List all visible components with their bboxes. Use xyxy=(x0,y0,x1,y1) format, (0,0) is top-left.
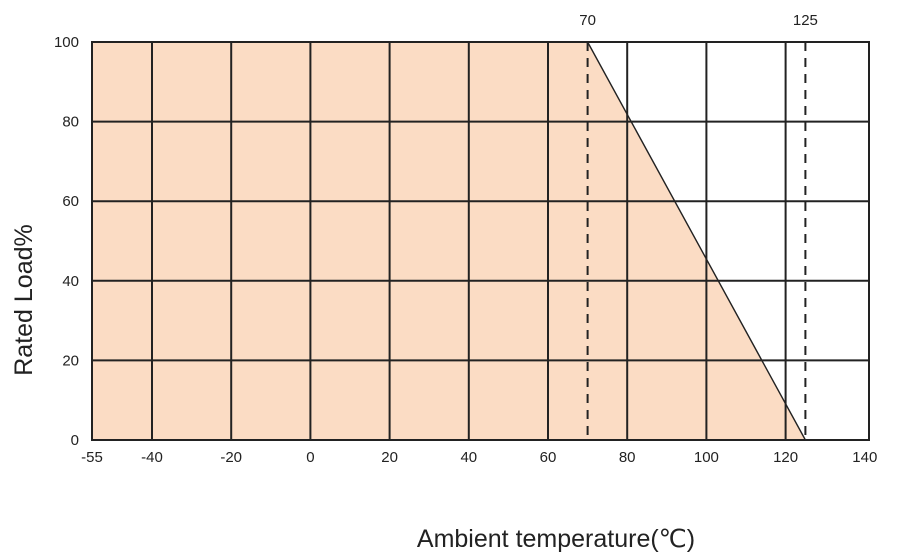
plot-frame-layer xyxy=(91,41,870,441)
x-tick-label-120: 120 xyxy=(773,449,798,466)
x-tick-label--20: -20 xyxy=(220,449,242,466)
y-tick-label-0: 0 xyxy=(71,432,79,449)
x-tick-label-0: 0 xyxy=(306,449,314,466)
x-tick-label-80: 80 xyxy=(619,449,636,466)
y-tick-label-20: 20 xyxy=(62,352,79,369)
y-axis-title: Rated Load% xyxy=(10,224,38,376)
y-tick-label-100: 100 xyxy=(54,34,79,51)
x-tick-label--40: -40 xyxy=(141,449,163,466)
x-tick-label--55: -55 xyxy=(81,449,103,466)
plot-frame xyxy=(91,41,870,441)
operating-area-fill-0 xyxy=(92,42,806,440)
x-tick-labels: -55 -40 -20 0 20 40 60 80 100 120 140 xyxy=(81,449,877,466)
x-tick-label-140: 140 xyxy=(852,449,877,466)
y-tick-label-60: 60 xyxy=(62,193,79,210)
x-tick-label-60: 60 xyxy=(540,449,557,466)
x-axis-title: Ambient temperature(℃) xyxy=(417,525,695,553)
x-tick-label-100: 100 xyxy=(694,449,719,466)
reference-lines-layer: 70 125 xyxy=(579,12,818,440)
y-tick-labels: 0 20 40 60 80 100 xyxy=(54,34,79,449)
reference-label-125: 125 xyxy=(793,12,818,29)
x-tick-label-20: 20 xyxy=(381,449,398,466)
y-tick-label-40: 40 xyxy=(62,273,79,290)
y-tick-label-80: 80 xyxy=(62,114,79,131)
reference-label-70: 70 xyxy=(579,12,596,29)
operating-area-layer xyxy=(92,42,806,440)
grid-layer xyxy=(92,42,869,440)
x-tick-label-40: 40 xyxy=(460,449,477,466)
